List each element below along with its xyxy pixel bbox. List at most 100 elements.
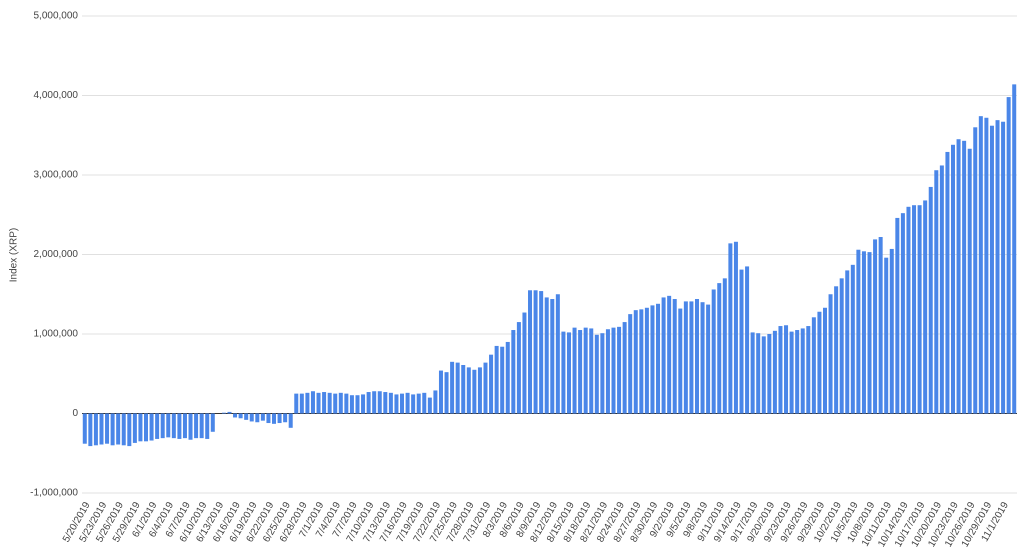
bar [555,294,560,414]
y-tick-label: 4,000,000 [34,90,79,101]
y-axis-title: Index (XRP) [9,228,20,282]
bar [205,413,210,439]
bar [784,325,789,414]
bar [950,144,956,414]
bar [639,309,644,414]
bar [895,217,900,414]
bar [962,140,967,414]
bar [939,165,944,414]
bar [683,301,688,414]
bar [338,392,343,414]
bar [605,329,610,414]
bar [717,283,722,414]
bar [182,413,187,439]
bar [210,413,215,432]
bar [578,330,583,414]
bar [795,330,800,414]
bar [249,413,254,422]
bar [956,139,961,414]
bar [177,413,182,439]
bar [973,127,978,414]
bar [433,390,438,414]
bar [817,311,822,414]
bar [171,413,176,439]
bar [277,413,282,424]
bar [1006,97,1011,414]
bar [928,186,933,414]
bar [912,205,917,414]
bar [221,412,226,414]
bar [611,327,616,414]
bar [244,413,249,420]
bar [272,413,277,424]
bar [767,334,772,414]
bar [850,264,855,414]
bar [400,393,405,414]
bar [227,411,232,414]
bar [194,413,199,439]
bar [811,317,816,414]
bar [650,305,655,414]
bar [500,346,505,414]
bar [617,326,622,414]
bar [733,241,738,414]
bar [923,200,928,414]
bar [934,170,939,414]
bar [594,334,599,414]
bar [238,413,243,419]
bar [160,413,165,439]
bar [88,413,93,447]
bar [761,336,766,414]
bar [383,392,388,414]
bar [856,249,861,414]
bar [878,237,883,414]
bar [628,314,633,414]
bar [661,297,666,414]
bar [310,391,315,414]
bar [316,392,321,414]
bar [1012,84,1017,414]
bar [305,392,310,414]
bar [461,365,466,414]
bar [416,393,421,414]
bar [466,367,471,414]
bar [995,120,1000,414]
bar [917,205,922,414]
bar [394,394,399,414]
bar [472,369,477,414]
bar [789,331,794,414]
bar [845,270,850,414]
bar [494,345,499,414]
bar [839,278,844,414]
bar [405,392,410,414]
bar [188,413,193,440]
bar [550,299,555,414]
bar [644,307,649,414]
bar [561,331,566,414]
bar [132,413,137,443]
bar [344,393,349,414]
bar [778,326,783,414]
y-tick-label: 2,000,000 [34,249,79,260]
bar [739,269,744,414]
bar [444,372,449,414]
bar [873,239,878,414]
bar [388,392,393,414]
bar [984,117,989,414]
bar [806,326,811,414]
bar [155,413,160,439]
bar [728,243,733,414]
bar [489,354,494,414]
bar [539,291,544,414]
bar [633,310,638,414]
bar [667,295,672,414]
bar [505,341,510,414]
bar [138,413,143,442]
y-tick-label: 3,000,000 [34,170,79,181]
bar [127,413,132,447]
bar [483,362,488,414]
bar [99,413,104,445]
bar [800,328,805,414]
bar [572,327,577,414]
